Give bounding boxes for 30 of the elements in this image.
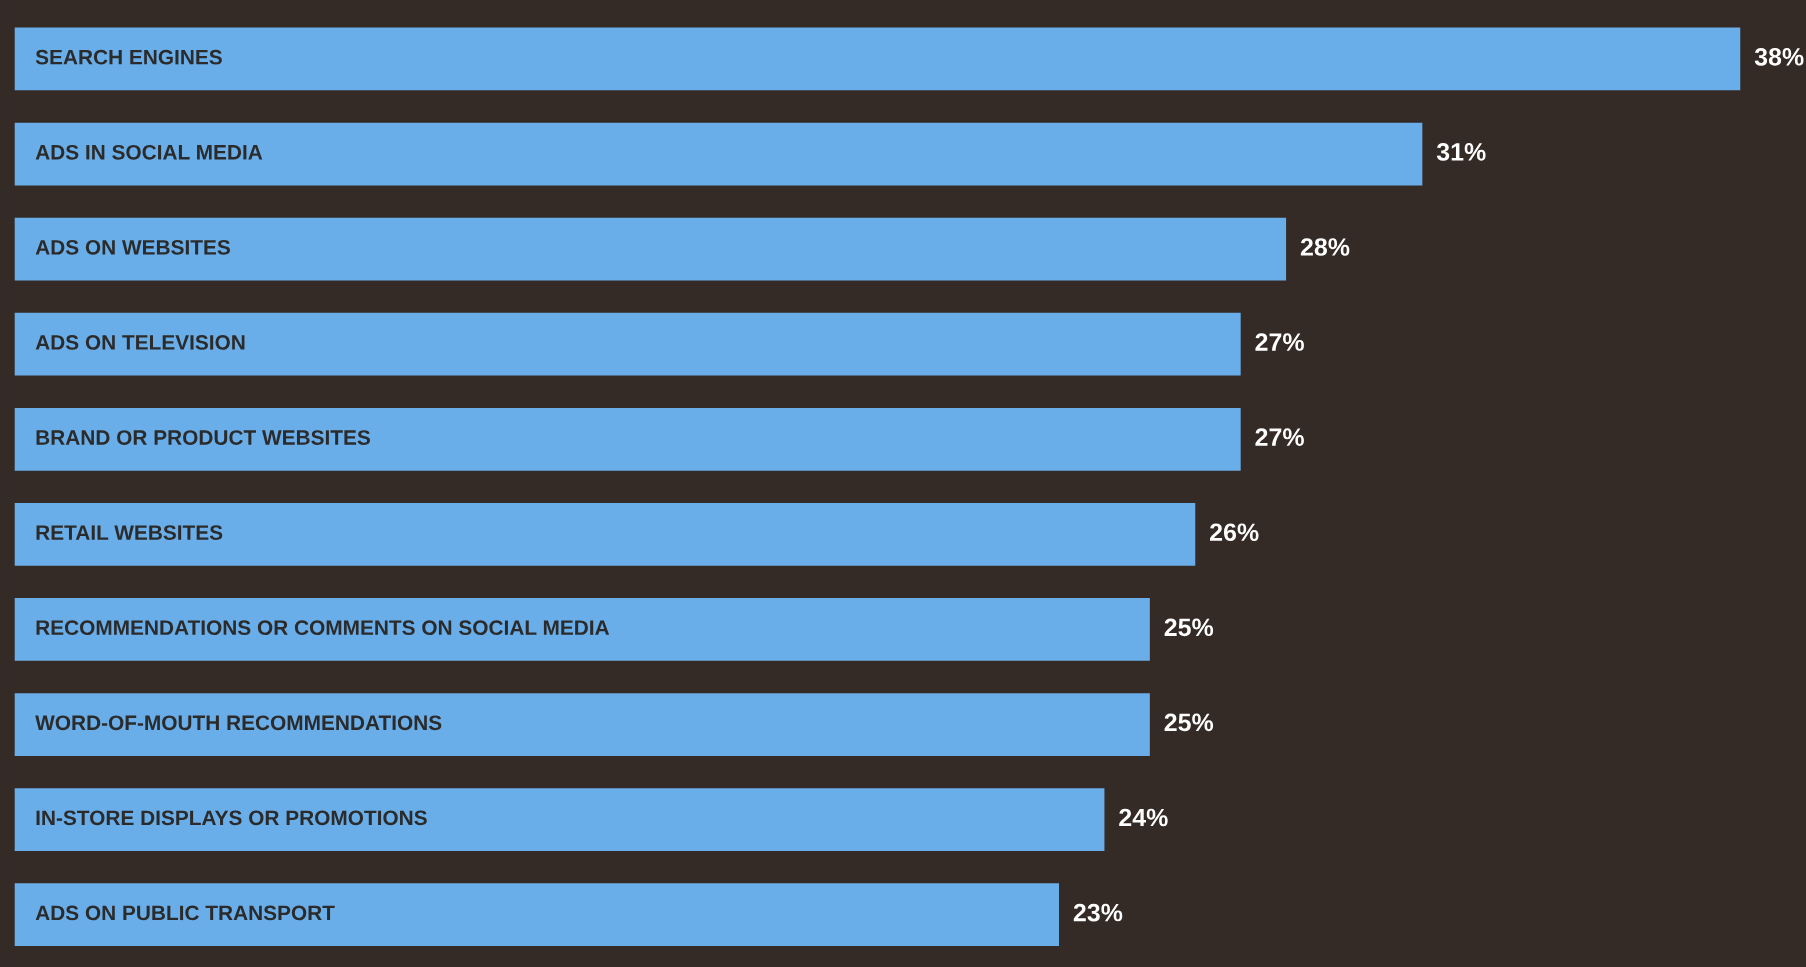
bar	[14, 407, 1241, 471]
data-label: 31%	[1436, 143, 1486, 161]
data-label: 25%	[1164, 713, 1214, 732]
bar	[14, 788, 1105, 851]
data-label: 27%	[1255, 333, 1304, 351]
y-tick-label: RETAIL WEBSITES	[36, 525, 223, 540]
y-tick-label: ADS IN SOCIAL MEDIA	[35, 144, 263, 160]
bar	[14, 312, 1241, 376]
data-label: 26%	[1210, 523, 1259, 542]
data-label: 38%	[1754, 47, 1804, 66]
bar	[14, 27, 1741, 91]
y-tick-label: BRAND OR PRODUCT WEBSITES	[36, 430, 370, 445]
bar	[14, 502, 1196, 566]
data-label: 27%	[1255, 428, 1304, 446]
y-tick-label: ADS ON PUBLIC TRANSPORT	[35, 905, 335, 921]
bar	[14, 598, 1150, 661]
data-label: 28%	[1300, 238, 1350, 256]
bar	[14, 883, 1060, 947]
y-tick-label: RECOMMENDATIONS OR COMMENTS ON SOCIAL MEDIA	[36, 620, 610, 636]
y-tick-label: WORD-OF-MOUTH RECOMMENDATIONS	[35, 715, 442, 731]
bar	[14, 217, 1287, 281]
y-tick-label: ADS ON TELEVISION	[35, 335, 245, 350]
bar	[14, 122, 1423, 186]
y-tick-label: ADS ON WEBSITES	[35, 239, 230, 255]
data-label: 25%	[1164, 618, 1214, 637]
y-tick-label: IN-STORE DISPLAYS OR PROMOTIONS	[36, 810, 427, 826]
y-tick-label: SEARCH ENGINES	[35, 49, 222, 65]
data-label: 24%	[1119, 808, 1168, 827]
bar	[14, 693, 1150, 756]
data-label: 23%	[1073, 903, 1123, 922]
